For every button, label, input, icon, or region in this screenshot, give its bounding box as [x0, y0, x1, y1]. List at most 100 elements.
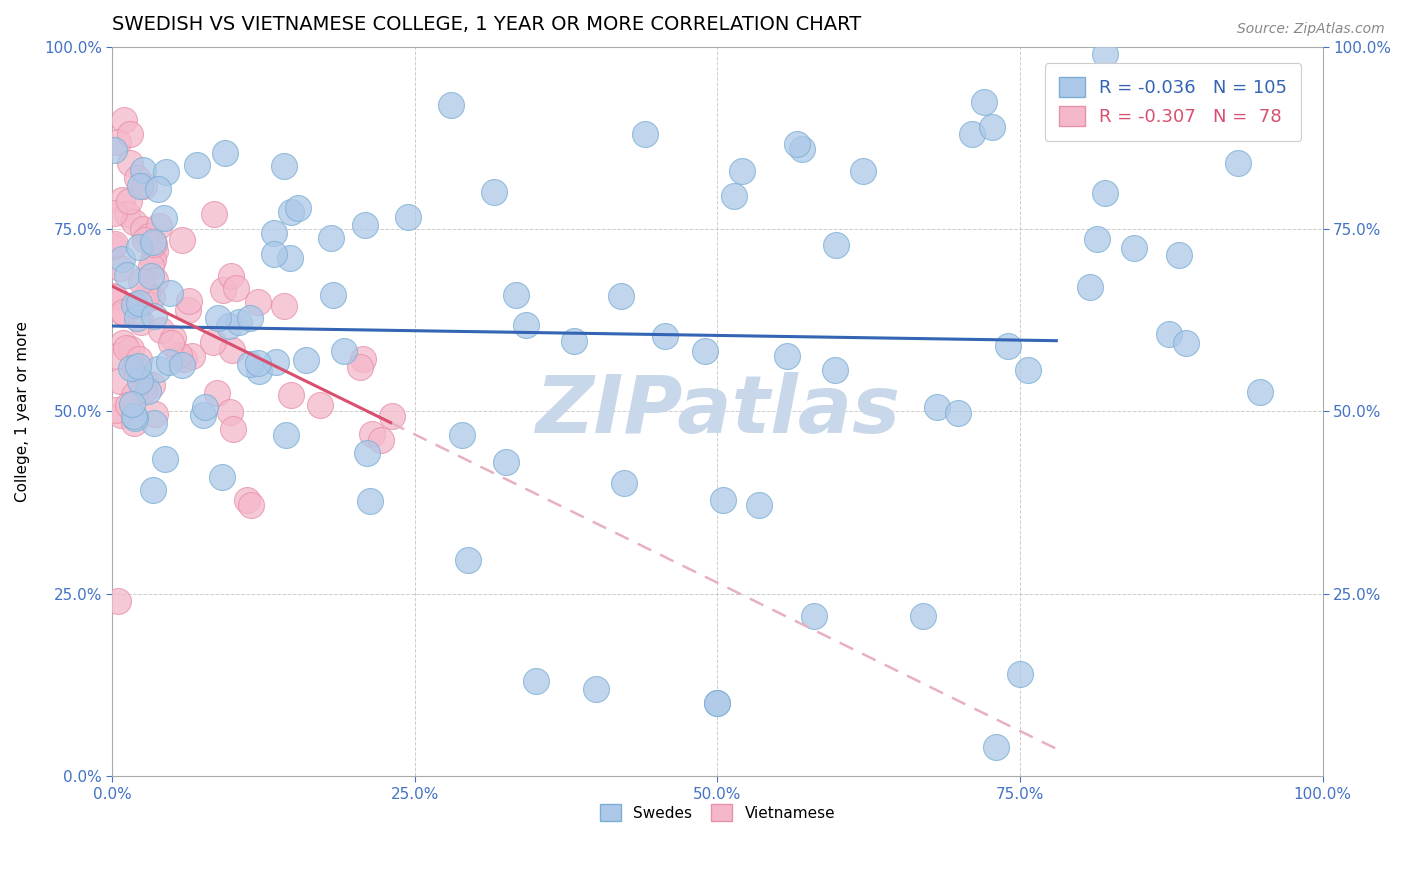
Point [121, 397, 143, 411]
Point [134, 233, 156, 247]
Point [219, 405, 242, 419]
Point [786, 137, 808, 152]
Point [308, 398, 330, 412]
Point [249, 364, 271, 378]
Point [107, 135, 129, 149]
Point [194, 401, 217, 415]
Point [1174, 335, 1197, 350]
Point [349, 360, 371, 375]
Point [177, 303, 200, 318]
Point [131, 222, 153, 236]
Point [124, 298, 146, 312]
Point [159, 336, 181, 351]
Point [263, 246, 285, 260]
Point [221, 343, 243, 358]
Point [440, 98, 463, 112]
Point [111, 335, 134, 350]
Point [1094, 46, 1116, 61]
Point [322, 288, 344, 302]
Point [155, 165, 177, 179]
Point [562, 334, 585, 348]
Point [353, 219, 375, 233]
Point [239, 357, 262, 371]
Point [181, 349, 204, 363]
Point [120, 127, 142, 141]
Point [118, 194, 141, 208]
Point [1017, 363, 1039, 377]
Point [236, 493, 259, 508]
Point [981, 120, 1004, 134]
Point [112, 112, 135, 127]
Point [128, 240, 150, 254]
Point [135, 288, 157, 302]
Point [146, 182, 169, 196]
Point [139, 259, 162, 273]
Point [211, 470, 233, 484]
Point [143, 244, 166, 258]
Point [273, 300, 295, 314]
Point [110, 408, 132, 422]
Point [748, 498, 770, 512]
Point [585, 681, 607, 696]
Text: SWEDISH VS VIETNAMESE COLLEGE, 1 YEAR OR MORE CORRELATION CHART: SWEDISH VS VIETNAMESE COLLEGE, 1 YEAR OR… [112, 15, 862, 34]
Point [136, 384, 159, 398]
Point [173, 352, 195, 367]
Point [205, 386, 228, 401]
Point [186, 158, 208, 172]
Point [117, 398, 139, 412]
Point [172, 233, 194, 247]
Point [960, 127, 983, 141]
Point [142, 236, 165, 251]
Point [457, 552, 479, 566]
Point [613, 476, 636, 491]
Point [776, 349, 799, 363]
Point [1085, 232, 1108, 246]
Point [125, 311, 148, 326]
Point [852, 163, 875, 178]
Point [450, 428, 472, 442]
Legend: Swedes, Vietnamese: Swedes, Vietnamese [593, 798, 841, 827]
Point [1094, 186, 1116, 200]
Point [263, 226, 285, 240]
Point [273, 159, 295, 173]
Point [179, 293, 201, 308]
Point [115, 268, 138, 282]
Point [124, 411, 146, 425]
Point [912, 608, 935, 623]
Point [204, 207, 226, 221]
Point [148, 219, 170, 233]
Point [141, 290, 163, 304]
Point [104, 237, 127, 252]
Point [825, 238, 848, 252]
Point [128, 296, 150, 310]
Point [222, 422, 245, 436]
Point [1159, 326, 1181, 341]
Point [128, 352, 150, 367]
Point [1249, 385, 1271, 400]
Point [730, 163, 752, 178]
Point [127, 359, 149, 373]
Point [129, 374, 152, 388]
Point [396, 210, 419, 224]
Point [361, 427, 384, 442]
Text: Source: ZipAtlas.com: Source: ZipAtlas.com [1237, 22, 1385, 37]
Point [925, 400, 948, 414]
Point [125, 171, 148, 186]
Point [115, 342, 138, 356]
Point [157, 354, 180, 368]
Point [356, 446, 378, 460]
Point [108, 374, 131, 388]
Point [153, 452, 176, 467]
Point [803, 608, 825, 623]
Point [280, 204, 302, 219]
Point [948, 406, 970, 420]
Point [141, 378, 163, 392]
Point [172, 358, 194, 372]
Point [142, 417, 165, 431]
Point [112, 307, 135, 321]
Point [139, 268, 162, 283]
Point [122, 409, 145, 423]
Point [352, 352, 374, 367]
Point [792, 142, 814, 156]
Point [143, 407, 166, 421]
